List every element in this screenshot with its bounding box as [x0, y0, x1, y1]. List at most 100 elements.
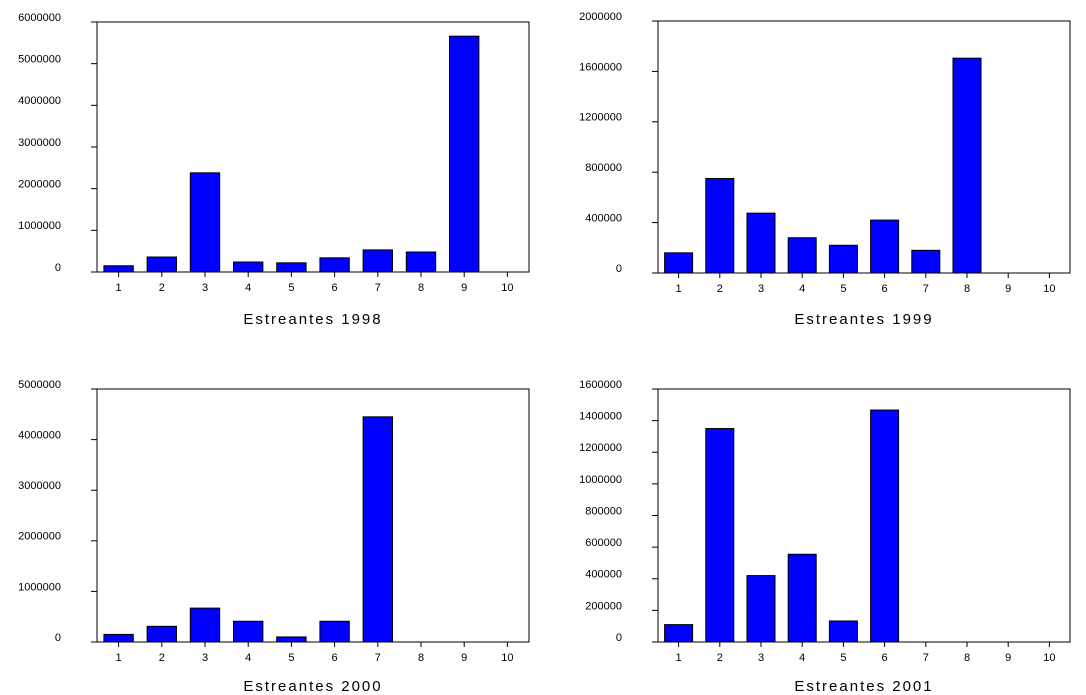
x-tick-label: 1	[116, 282, 122, 294]
bar	[146, 625, 177, 643]
bar	[664, 252, 694, 274]
plot-frame	[657, 20, 1071, 274]
bar	[705, 178, 735, 274]
x-tick-label: 6	[882, 652, 888, 664]
bar	[664, 624, 694, 643]
x-tick-label: 4	[245, 652, 251, 664]
x-tick-label: 2	[717, 652, 723, 664]
x-tick-label: 2	[159, 652, 165, 664]
bar	[189, 172, 221, 273]
x-tick-label: 3	[202, 652, 208, 664]
x-tick-label: 7	[375, 652, 381, 664]
y-tick-label: 800000	[585, 162, 622, 174]
y-tick-label: 1000000	[579, 474, 622, 486]
y-tick-label: 600000	[585, 537, 622, 549]
bar	[103, 265, 134, 273]
bar	[746, 212, 776, 274]
y-tick-label: 400000	[585, 213, 622, 225]
y-tick-label: 5000000	[18, 54, 61, 66]
bar	[362, 249, 393, 273]
bar	[870, 219, 900, 274]
x-tick-label: 2	[717, 283, 723, 295]
bar	[828, 244, 858, 274]
bar	[233, 261, 264, 273]
x-tick-label: 8	[418, 282, 424, 294]
bar	[189, 607, 221, 643]
chart-title: Estreantes 1999	[794, 311, 933, 328]
y-tick-label: 1200000	[579, 112, 622, 124]
bar	[276, 262, 307, 273]
x-tick-label: 4	[245, 282, 251, 294]
y-tick-label: 4000000	[18, 430, 61, 442]
y-tick-label: 0	[616, 632, 622, 644]
bar	[828, 620, 858, 643]
x-tick-label: 3	[202, 282, 208, 294]
y-tick-label: 200000	[585, 600, 622, 612]
bar	[276, 636, 307, 643]
y-tick-label: 4000000	[18, 95, 61, 107]
x-tick-label: 7	[375, 282, 381, 294]
x-tick-label: 1	[676, 652, 682, 664]
x-tick-label: 9	[461, 282, 467, 294]
y-tick-label: 400000	[585, 569, 622, 581]
x-tick-label: 3	[758, 283, 764, 295]
y-tick-label: 1400000	[579, 411, 622, 423]
x-tick-label: 3	[758, 652, 764, 664]
chart-title: Estreantes 1998	[243, 311, 382, 328]
y-tick-label: 3000000	[18, 480, 61, 492]
bar	[449, 35, 480, 273]
y-tick-label: 5000000	[18, 379, 61, 391]
x-tick-label: 9	[461, 652, 467, 664]
bar	[319, 257, 350, 273]
x-tick-label: 10	[501, 652, 513, 664]
x-tick-label: 1	[676, 283, 682, 295]
y-tick-label: 800000	[585, 505, 622, 517]
bar	[103, 633, 134, 643]
x-tick-label: 7	[923, 652, 929, 664]
x-tick-label: 9	[1005, 652, 1011, 664]
bar	[705, 428, 735, 643]
x-tick-label: 2	[159, 282, 165, 294]
x-tick-label: 10	[501, 282, 513, 294]
x-tick-label: 9	[1005, 283, 1011, 295]
x-tick-label: 6	[332, 652, 338, 664]
bar	[362, 416, 393, 643]
x-tick-label: 5	[288, 652, 294, 664]
y-tick-label: 1600000	[579, 61, 622, 73]
y-tick-label: 0	[616, 263, 622, 275]
x-tick-label: 8	[964, 652, 970, 664]
bar	[319, 620, 350, 643]
x-tick-label: 5	[840, 652, 846, 664]
x-tick-label: 10	[1043, 283, 1055, 295]
y-tick-label: 6000000	[18, 12, 61, 24]
x-tick-label: 5	[840, 283, 846, 295]
x-tick-label: 6	[332, 282, 338, 294]
x-tick-label: 8	[418, 652, 424, 664]
x-tick-label: 8	[964, 283, 970, 295]
bar	[405, 251, 437, 273]
y-tick-label: 2000000	[579, 11, 622, 23]
bar	[233, 620, 264, 643]
plot-frame	[96, 388, 530, 643]
x-tick-label: 7	[923, 283, 929, 295]
x-tick-label: 5	[288, 282, 294, 294]
x-tick-label: 4	[799, 652, 805, 664]
y-tick-label: 0	[55, 262, 61, 274]
bar	[952, 57, 982, 274]
x-tick-label: 6	[882, 283, 888, 295]
bar	[787, 237, 817, 274]
chart-title: Estreantes 2000	[243, 678, 382, 695]
bar	[870, 409, 900, 643]
bar	[911, 249, 941, 274]
y-tick-label: 3000000	[18, 137, 61, 149]
y-tick-label: 0	[55, 632, 61, 644]
bar	[787, 553, 817, 643]
bar	[146, 256, 177, 273]
y-tick-label: 2000000	[18, 531, 61, 543]
bar	[746, 575, 776, 643]
x-tick-label: 4	[799, 283, 805, 295]
y-tick-label: 1200000	[579, 442, 622, 454]
y-tick-label: 1000000	[18, 220, 61, 232]
x-tick-label: 1	[116, 652, 122, 664]
